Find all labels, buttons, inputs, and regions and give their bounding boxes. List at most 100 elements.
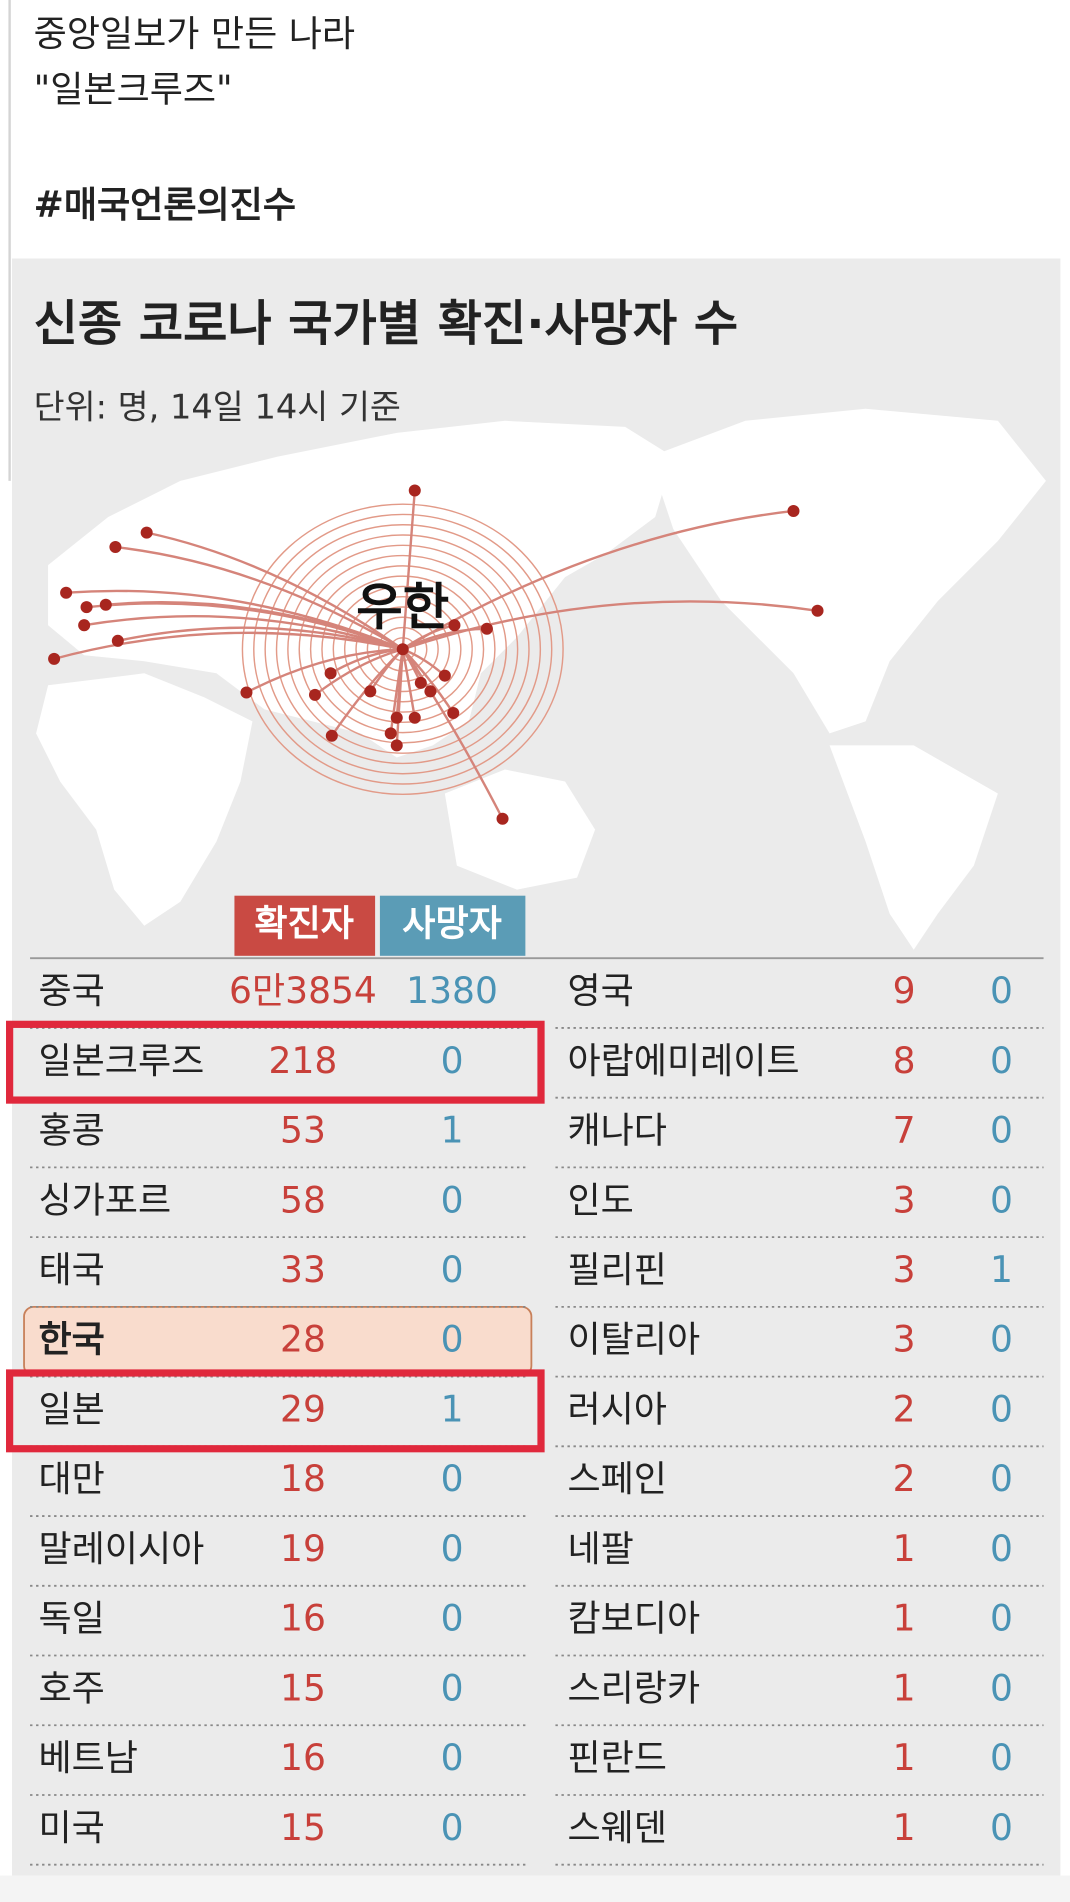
confirmed-count: 16 [280, 1737, 326, 1779]
city-dot [496, 812, 509, 825]
death-count: 0 [990, 1319, 1013, 1361]
ring [241, 503, 564, 796]
route [401, 648, 504, 820]
city-dot [390, 739, 403, 752]
confirmed-count: 58 [280, 1179, 326, 1221]
confirmed-count: 1 [893, 1528, 916, 1570]
route [402, 627, 487, 651]
highlight-box [6, 1369, 545, 1453]
ring [378, 626, 428, 672]
map-label: 우한 [356, 577, 449, 636]
city-dot [408, 484, 421, 497]
header-chip [379, 895, 526, 956]
country-name: 독일 [38, 1598, 104, 1640]
city-dot [811, 604, 824, 617]
death-count: 0 [441, 1319, 464, 1361]
city-dot [438, 669, 451, 682]
route [115, 545, 404, 651]
route [83, 615, 404, 651]
city-dot [414, 676, 427, 689]
city-dot [60, 586, 73, 599]
death-count: 0 [441, 1179, 464, 1221]
death-count: 1 [441, 1110, 464, 1152]
country-name: 캐나다 [567, 1110, 667, 1152]
column-header: 사망자 [402, 903, 502, 945]
route [245, 648, 403, 694]
confirmed-count: 53 [280, 1110, 326, 1152]
death-count: 0 [990, 970, 1013, 1012]
country-name: 영국 [567, 970, 633, 1012]
country-name: 아랍에미레이트 [567, 1040, 799, 1082]
confirmed-count: 218 [269, 1040, 338, 1082]
death-count: 0 [990, 1179, 1013, 1221]
confirmed-count: 2 [893, 1388, 916, 1430]
confirmed-count: 7 [893, 1110, 916, 1152]
city-dot [325, 729, 338, 742]
ring [332, 585, 473, 713]
city-dot [80, 601, 93, 614]
country-name: 스웨덴 [567, 1807, 667, 1849]
post-line: "일본크루즈" [34, 68, 233, 110]
death-count: 0 [441, 1737, 464, 1779]
confirmed-count: 1 [893, 1667, 916, 1709]
confirmed-count: 15 [280, 1807, 326, 1849]
ring [253, 513, 553, 785]
death-count: 0 [990, 1667, 1013, 1709]
country-name: 호주 [38, 1667, 104, 1709]
confirmed-count: 1 [893, 1598, 916, 1640]
ring [355, 606, 451, 693]
death-count: 0 [990, 1110, 1013, 1152]
ring [321, 575, 485, 724]
country-name: 스리랑카 [567, 1667, 700, 1709]
ring [287, 544, 519, 754]
country-name: 일본크루즈 [38, 1040, 204, 1082]
wuhan-dot [396, 643, 409, 656]
death-count: 0 [441, 1458, 464, 1500]
death-count: 0 [990, 1598, 1013, 1640]
city-dot [448, 619, 461, 632]
south-america [829, 745, 998, 950]
death-count: 1380 [406, 970, 498, 1012]
north-america [649, 408, 1046, 734]
post-hashtag[interactable]: #매국언론의진수 [34, 184, 296, 226]
city-dot [390, 711, 403, 724]
header-chip [234, 895, 376, 956]
death-count: 0 [441, 1667, 464, 1709]
country-name: 일본 [38, 1388, 104, 1430]
country-name: 싱가포르 [38, 1179, 171, 1221]
city-dot [480, 622, 493, 635]
confirmed-count: 3 [893, 1319, 916, 1361]
confirmed-count: 3 [893, 1179, 916, 1221]
route [146, 531, 404, 651]
australia [444, 769, 596, 890]
country-name: 이탈리아 [567, 1319, 700, 1361]
route [314, 648, 404, 696]
death-count: 0 [441, 1598, 464, 1640]
city-dot [78, 619, 91, 632]
routes [53, 490, 818, 820]
city-dot [424, 685, 437, 698]
column-header: 확진자 [254, 903, 354, 945]
infographic-title: 신종 코로나 국가별 확진·사망자 수 [34, 296, 738, 352]
route [330, 648, 403, 675]
death-count: 0 [441, 1040, 464, 1082]
post-line: 중앙일보가 만든 나라 [34, 13, 355, 55]
map [36, 408, 1046, 950]
ring [298, 554, 507, 744]
route [401, 649, 416, 718]
route [105, 601, 404, 651]
city-dot [240, 686, 253, 699]
ring [309, 565, 496, 734]
country-name: 한국 [38, 1319, 104, 1361]
death-count: 0 [441, 1528, 464, 1570]
country-name: 네팔 [567, 1528, 633, 1570]
confirmed-count: 8 [893, 1040, 916, 1082]
route [395, 649, 404, 746]
infographic-subtitle: 단위: 명, 14일 14시 기준 [34, 387, 401, 426]
country-name: 캄보디아 [567, 1598, 700, 1640]
confirmed-count: 1 [893, 1807, 916, 1849]
country-name: 인도 [567, 1179, 633, 1221]
death-count: 1 [990, 1249, 1013, 1291]
city-dot [787, 504, 800, 517]
highlight-box [6, 1020, 545, 1104]
